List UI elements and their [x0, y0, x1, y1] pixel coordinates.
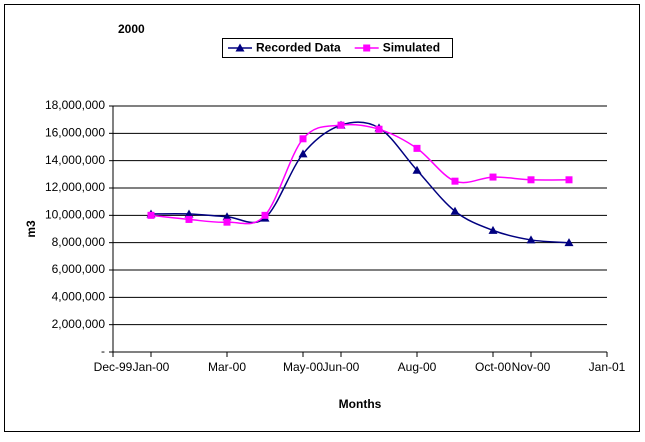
marker — [527, 176, 535, 184]
y-tick-label: 4,000,000 — [52, 290, 106, 304]
marker — [261, 211, 269, 219]
marker — [147, 211, 155, 219]
x-tick-label: Nov-00 — [512, 360, 551, 374]
marker — [185, 215, 193, 223]
chart-border — [4, 4, 640, 432]
x-tick-label: May-00 — [283, 360, 323, 374]
y-tick-label: 8,000,000 — [52, 235, 106, 249]
marker — [223, 218, 231, 226]
y-tick-label: - — [101, 344, 105, 358]
y-tick-label: 16,000,000 — [45, 126, 105, 140]
y-tick-label: 12,000,000 — [45, 180, 105, 194]
legend-box — [222, 38, 453, 58]
marker — [526, 235, 536, 244]
legend-label: Recorded Data — [256, 41, 341, 55]
y-axis-label: m3 — [24, 220, 38, 238]
marker — [235, 43, 245, 52]
marker — [564, 238, 574, 247]
y-tick-label: 18,000,000 — [45, 98, 105, 112]
x-tick-label: Jan-01 — [589, 360, 626, 374]
chart-title: 2000 — [118, 22, 145, 36]
x-axis-label: Months — [339, 397, 382, 411]
marker — [298, 149, 308, 158]
x-tick-label: Jun-00 — [323, 360, 360, 374]
marker — [222, 212, 232, 221]
marker — [363, 44, 371, 52]
marker — [375, 125, 383, 133]
marker — [450, 206, 460, 215]
marker — [489, 173, 497, 181]
x-tick-label: Mar-00 — [208, 360, 246, 374]
marker — [565, 176, 573, 184]
y-tick-label: 10,000,000 — [45, 208, 105, 222]
marker — [413, 144, 421, 152]
x-tick-label: Dec-99 — [94, 360, 133, 374]
legend-label: Simulated — [383, 41, 440, 55]
y-tick-label: 14,000,000 — [45, 153, 105, 167]
marker — [337, 121, 345, 129]
marker — [184, 209, 194, 218]
marker — [299, 135, 307, 143]
x-tick-label: Aug-00 — [398, 360, 437, 374]
marker — [488, 225, 498, 234]
y-tick-label: 2,000,000 — [52, 317, 106, 331]
y-tick-label: 6,000,000 — [52, 262, 106, 276]
marker — [412, 165, 422, 174]
x-tick-label: Jan-00 — [133, 360, 170, 374]
x-tick-label: Oct-00 — [475, 360, 511, 374]
marker — [451, 177, 459, 185]
